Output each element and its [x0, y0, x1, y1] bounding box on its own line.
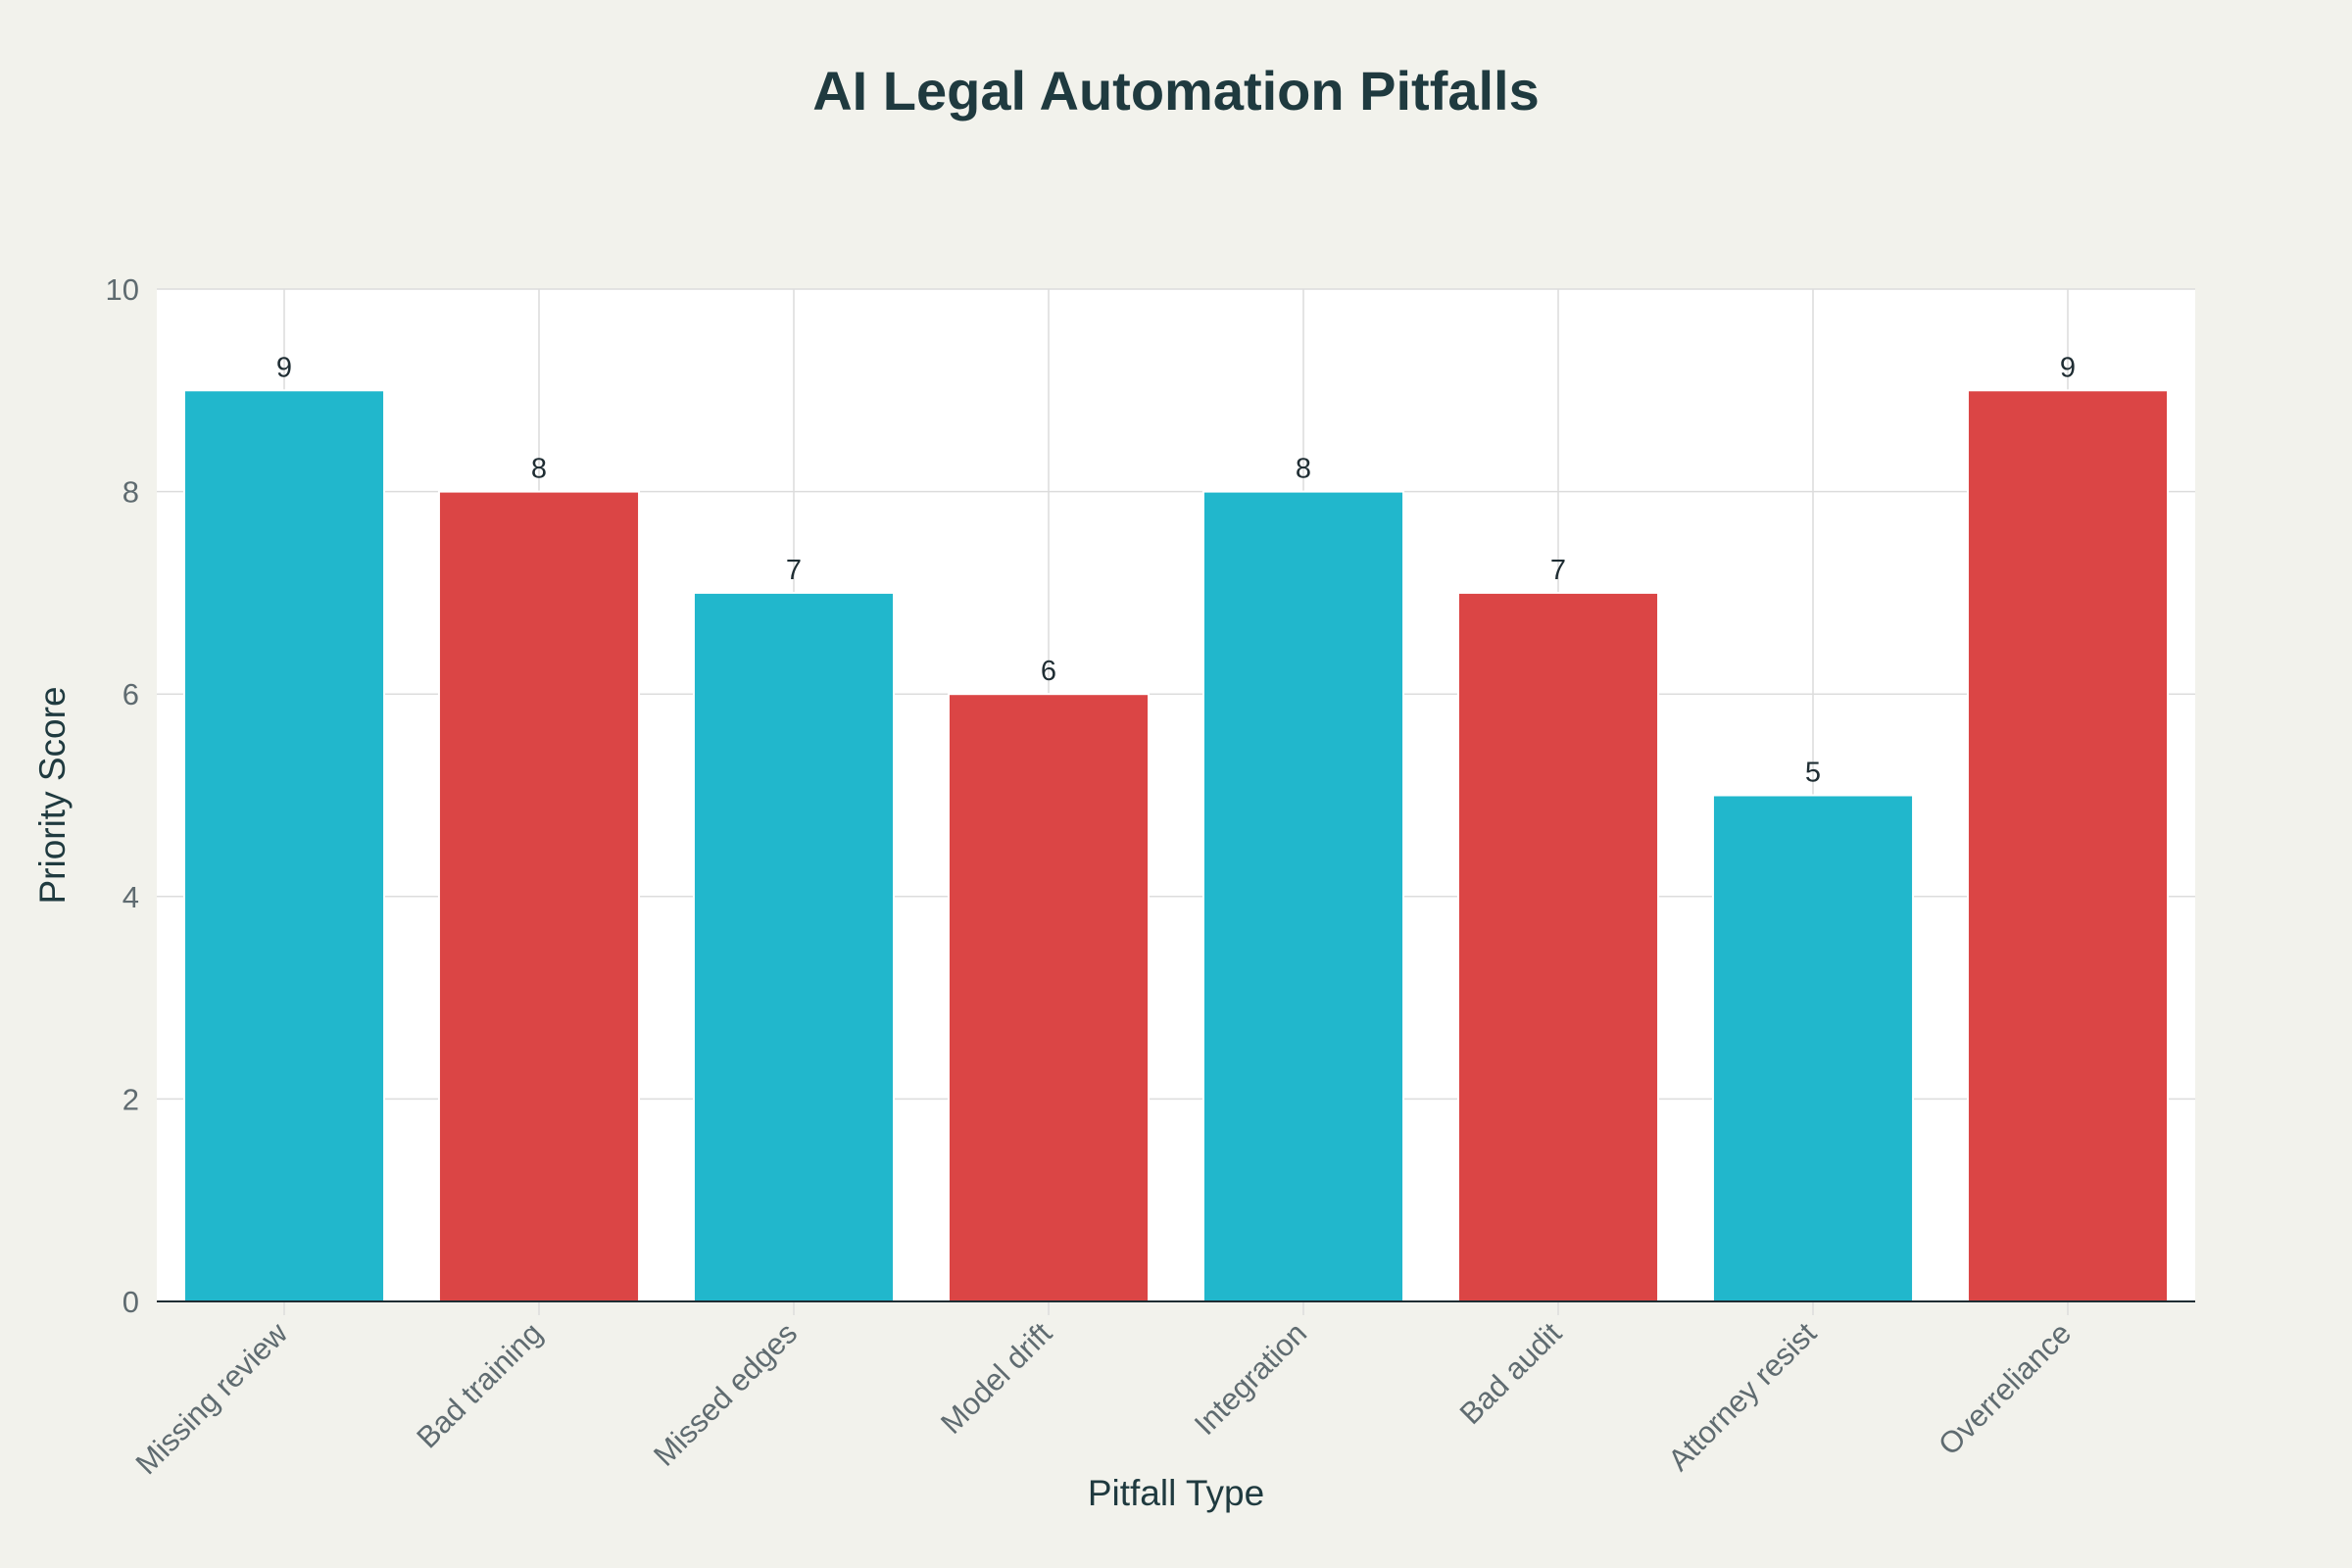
bar: [1456, 591, 1660, 1302]
bar: [947, 693, 1151, 1302]
y-tick-label: 6: [122, 677, 139, 711]
y-tick-labels: 0 2 4 6 8 10: [106, 272, 139, 1319]
bar: [437, 490, 641, 1303]
data-label: 5: [1805, 758, 1821, 789]
y-tick-label: 2: [122, 1082, 139, 1116]
data-label: 8: [1296, 454, 1311, 485]
chart-title: AI Legal Automation Pitfalls: [812, 60, 1540, 122]
x-tick-label: Missing review: [129, 1315, 295, 1481]
data-label: 9: [2060, 352, 2076, 383]
y-tick-label: 4: [122, 880, 139, 914]
bar: [1201, 490, 1405, 1303]
x-tick-label: Model drift: [934, 1315, 1058, 1440]
x-tick-label: Bad training: [410, 1316, 549, 1455]
x-tick-label: Attorney resist: [1661, 1315, 1823, 1477]
x-tick-label: Missed edges: [647, 1316, 804, 1473]
x-axis-title: Pitfall Type: [1088, 1473, 1264, 1513]
y-tick-label: 10: [106, 272, 139, 307]
x-tick-labels: Missing review Bad training Missed edges Mo…: [129, 1315, 2078, 1481]
data-label: 8: [531, 454, 547, 485]
bar: [1966, 389, 2170, 1302]
data-label: 7: [786, 555, 802, 586]
data-label: 9: [276, 352, 292, 383]
data-labels: 9 8 7 6 8 7 5 9: [276, 352, 2076, 788]
y-axis-title: Priority Score: [32, 686, 73, 904]
data-label: 7: [1550, 555, 1566, 586]
data-label: 6: [1041, 656, 1056, 687]
y-tick-label: 0: [122, 1285, 139, 1319]
x-tick-label: Integration: [1188, 1316, 1313, 1442]
bar: [692, 591, 896, 1302]
bar: [182, 389, 386, 1302]
bars: [182, 389, 2170, 1303]
y-tick-label: 8: [122, 475, 139, 510]
bar: [1711, 794, 1915, 1302]
x-tick-label: Overreliance: [1932, 1316, 2078, 1462]
x-tick-label: Bad audit: [1453, 1315, 1569, 1431]
